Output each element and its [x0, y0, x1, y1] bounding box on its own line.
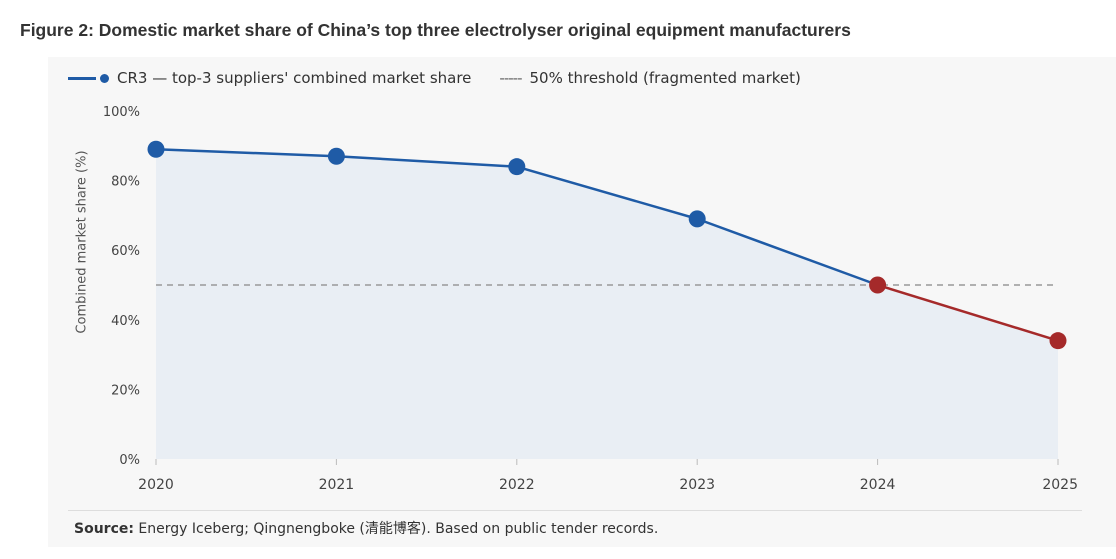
x-tick-label: 2023	[679, 477, 715, 493]
y-tick-label: 0%	[119, 453, 140, 468]
y-tick-label: 60%	[111, 244, 140, 259]
legend-series-line-swatch	[68, 76, 96, 80]
chart-legend: CR3 — top-3 suppliers' combined market s…	[68, 66, 801, 90]
y-tick-label: 100%	[103, 105, 140, 120]
source-label: Source:	[74, 521, 134, 537]
data-point-2022	[508, 158, 526, 176]
series-line-highlight	[877, 283, 1059, 342]
data-point-2020	[147, 140, 165, 158]
source-divider	[68, 510, 1082, 511]
data-point-2023	[688, 210, 706, 228]
figure-title: Figure 2: Domestic market share of China…	[20, 20, 851, 40]
x-tick-label: 2021	[319, 477, 355, 493]
legend-threshold-swatch: -----	[499, 69, 522, 87]
y-tick-label: 80%	[111, 175, 140, 190]
y-tick-label: 40%	[111, 314, 140, 329]
data-point-2025	[1049, 332, 1067, 350]
legend-series-dot-swatch	[100, 73, 109, 83]
source-note: Source: Energy Iceberg; Qingnengboke (清能…	[74, 518, 658, 538]
x-tick-label: 2022	[499, 477, 535, 493]
x-tick-label: 2020	[138, 477, 174, 493]
source-text: Energy Iceberg; Qingnengboke (清能博客). Bas…	[133, 521, 659, 537]
y-tick-label: 20%	[111, 383, 140, 398]
x-tick-label: 2024	[860, 477, 896, 493]
x-tick-label: 2025	[1042, 477, 1078, 493]
data-point-2021	[327, 147, 345, 165]
data-point-2024	[869, 276, 887, 294]
legend-threshold-label: 50% threshold (fragmented market)	[529, 69, 801, 87]
series-area-fill	[156, 149, 1058, 459]
legend-series-label: CR3 — top-3 suppliers' combined market s…	[117, 69, 472, 87]
